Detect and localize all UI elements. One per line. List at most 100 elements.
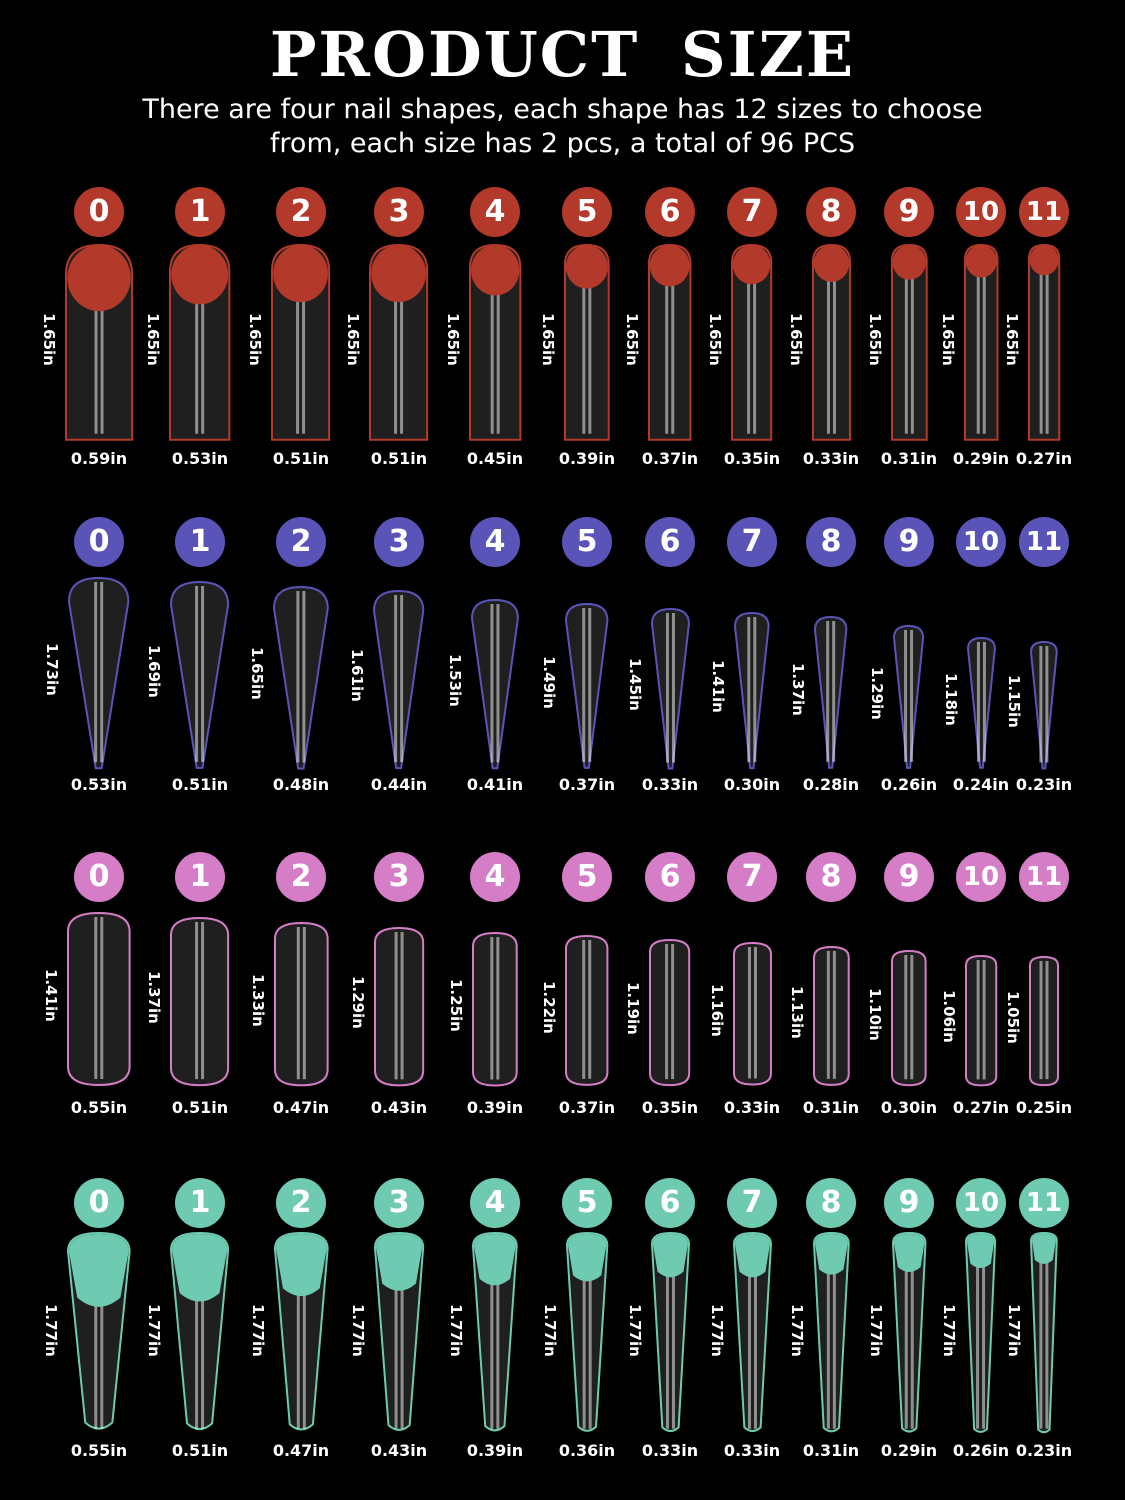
- size-badge: 9: [884, 517, 934, 567]
- oval-nail-tip: [67, 911, 131, 1086]
- stiletto-nail-tip: [273, 585, 329, 769]
- length-label: 1.65in: [443, 312, 462, 366]
- width-label: 0.27in: [1015, 449, 1073, 468]
- size-badge: 1: [175, 1178, 225, 1228]
- almond-nail-tip: [67, 1232, 131, 1430]
- length-label: 1.22in: [540, 980, 559, 1034]
- length-label: 1.13in: [787, 986, 806, 1039]
- width-label: 0.43in: [370, 1441, 428, 1460]
- oval-nail-tip: [472, 931, 518, 1087]
- length-label: 1.77in: [540, 1304, 559, 1357]
- width-label: 0.31in: [802, 1441, 860, 1460]
- length-label: 1.77in: [866, 1304, 885, 1357]
- length-label: 1.10in: [866, 987, 885, 1041]
- width-label: 0.51in: [171, 775, 229, 794]
- width-label: 0.44in: [370, 775, 428, 794]
- length-label: 1.65in: [1002, 312, 1021, 366]
- length-label: 1.77in: [940, 1304, 959, 1357]
- width-label: 0.51in: [272, 449, 330, 468]
- width-label: 0.59in: [70, 449, 128, 468]
- oval-nail-tip: [812, 946, 850, 1086]
- width-label: 0.39in: [466, 1098, 524, 1117]
- oval-nail-tip: [373, 926, 425, 1086]
- length-label: 1.77in: [787, 1304, 806, 1357]
- oval-nail-tip: [1029, 955, 1059, 1086]
- square-nail-tip: [648, 244, 692, 441]
- width-label: 0.51in: [370, 449, 428, 468]
- size-badge: 2: [276, 852, 326, 902]
- size-badge: 4: [470, 1178, 520, 1228]
- square-nail-tip: [169, 244, 231, 441]
- length-label: 1.69in: [145, 645, 164, 698]
- square-nail-tip: [811, 244, 851, 441]
- width-label: 0.25in: [1015, 1098, 1073, 1117]
- size-badge: 0: [74, 852, 124, 902]
- almond-nail-tip: [273, 1232, 329, 1431]
- size-badge: 7: [727, 1178, 777, 1228]
- stiletto-nail-tip: [170, 581, 230, 769]
- width-label: 0.39in: [466, 1441, 524, 1460]
- size-badge: 2: [276, 517, 326, 567]
- size-badge: 4: [470, 852, 520, 902]
- length-label: 1.65in: [865, 312, 884, 366]
- width-label: 0.30in: [723, 775, 781, 794]
- almond-nail-tip: [472, 1232, 518, 1432]
- length-label: 1.37in: [145, 971, 164, 1025]
- size-badge: 2: [276, 187, 326, 237]
- square-nail-tip: [1027, 244, 1061, 441]
- length-label: 1.77in: [248, 1304, 267, 1357]
- oval-nail-tip: [732, 942, 772, 1086]
- width-label: 0.35in: [641, 1098, 699, 1117]
- size-badge: 11: [1019, 852, 1069, 902]
- length-label: 1.65in: [39, 312, 58, 366]
- length-label: 1.33in: [248, 973, 267, 1027]
- width-label: 0.23in: [1015, 1441, 1073, 1460]
- size-badge: 0: [74, 517, 124, 567]
- almond-nail-tip: [732, 1232, 772, 1433]
- size-badge: 1: [175, 187, 225, 237]
- width-label: 0.39in: [558, 449, 616, 468]
- subtitle-line-2: from, each size has 2 pcs, a total of 96…: [269, 128, 856, 159]
- width-label: 0.33in: [723, 1441, 781, 1460]
- size-badge: 6: [645, 1178, 695, 1228]
- almond-nail-tip: [1030, 1232, 1058, 1434]
- length-label: 1.77in: [707, 1304, 726, 1357]
- size-badge: 4: [470, 517, 520, 567]
- width-label: 0.33in: [802, 449, 860, 468]
- size-badge: 9: [884, 187, 934, 237]
- length-label: 1.65in: [248, 647, 267, 701]
- size-badge: 2: [276, 1178, 326, 1228]
- stiletto-nail-tip: [650, 607, 690, 769]
- oval-nail-tip: [565, 935, 609, 1086]
- length-label: 1.77in: [447, 1304, 466, 1357]
- width-label: 0.27in: [952, 1098, 1010, 1117]
- size-badge: 6: [645, 852, 695, 902]
- length-label: 1.16in: [707, 984, 726, 1038]
- length-label: 1.15in: [1005, 674, 1024, 728]
- width-label: 0.48in: [272, 775, 330, 794]
- subtitle-line-1: There are four nail shapes, each shape h…: [142, 94, 983, 125]
- length-label: 1.45in: [625, 658, 644, 712]
- length-label: 1.05in: [1004, 990, 1022, 1044]
- size-badge: 6: [645, 517, 695, 567]
- size-badge: 5: [562, 517, 612, 567]
- width-label: 0.23in: [1015, 775, 1073, 794]
- width-label: 0.53in: [171, 449, 229, 468]
- stiletto-nail-tip: [565, 603, 609, 769]
- square-nail-tip: [890, 244, 928, 441]
- width-label: 0.51in: [171, 1098, 229, 1117]
- size-badge: 8: [806, 517, 856, 567]
- width-label: 0.31in: [802, 1098, 860, 1117]
- width-label: 0.45in: [466, 449, 524, 468]
- width-label: 0.47in: [272, 1098, 330, 1117]
- square-nail-tip: [731, 244, 773, 441]
- size-badge: 3: [374, 1178, 424, 1228]
- width-label: 0.55in: [70, 1098, 128, 1117]
- width-label: 0.28in: [802, 775, 860, 794]
- width-label: 0.37in: [641, 449, 699, 468]
- width-label: 0.29in: [880, 1441, 938, 1460]
- size-badge: 5: [562, 187, 612, 237]
- length-label: 1.53in: [446, 653, 465, 707]
- size-badge: 1: [175, 517, 225, 567]
- width-label: 0.47in: [272, 1441, 330, 1460]
